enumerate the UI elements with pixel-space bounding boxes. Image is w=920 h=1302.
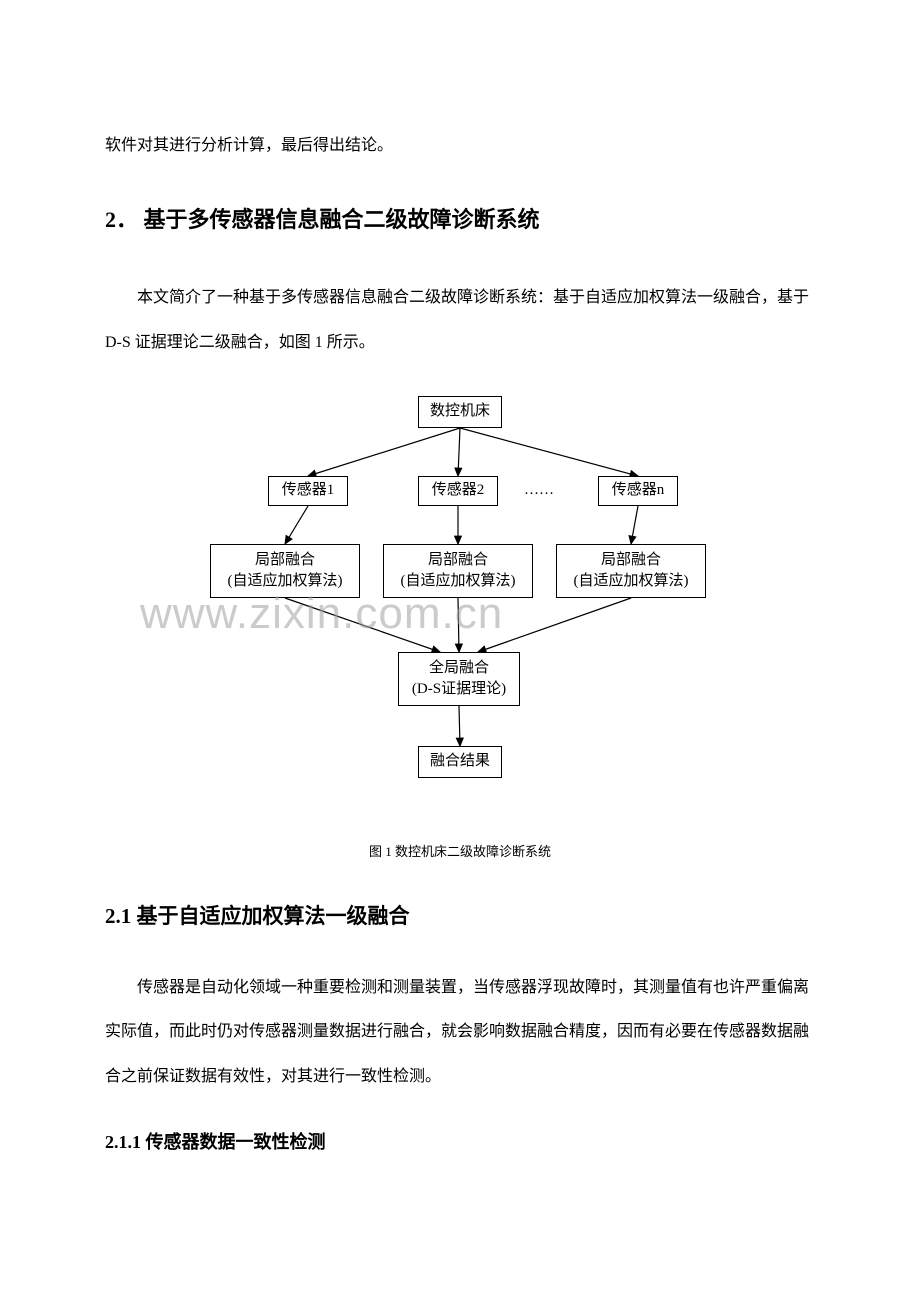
node-local-2-line1: 局部融合	[428, 550, 488, 571]
node-local-1-line2: (自适应加权算法)	[228, 571, 343, 592]
node-root: 数控机床	[418, 396, 502, 428]
ellipsis-icon: ……	[524, 482, 554, 499]
heading-section-2-1: 2.1 基于自适应加权算法一级融合	[105, 900, 815, 930]
node-sensor-1-label: 传感器1	[282, 480, 335, 501]
figure-caption: 图 1 数控机床二级故障诊断系统	[105, 841, 815, 860]
flowchart: 数控机床 传感器1 传感器2 …… 传感器n 局部融合 (自适应加权算法) 局部…	[200, 396, 720, 816]
node-result-label: 融合结果	[430, 751, 490, 772]
node-global: 全局融合 (D-S证据理论)	[398, 652, 520, 706]
node-local-2-line2: (自适应加权算法)	[401, 571, 516, 592]
node-local-3-line2: (自适应加权算法)	[574, 571, 689, 592]
para-intro: 本文简介了一种基于多传感器信息融合二级故障诊断系统：基于自适应加权算法一级融合，…	[105, 276, 815, 366]
node-global-line1: 全局融合	[429, 658, 489, 679]
node-local-3: 局部融合 (自适应加权算法)	[556, 544, 706, 598]
node-sensor-n: 传感器n	[598, 476, 678, 506]
para-2-1: 传感器是自动化领域一种重要检测和测量装置，当传感器浮现故障时，其测量值有也许严重…	[105, 966, 815, 1100]
node-sensor-2-label: 传感器2	[432, 480, 485, 501]
node-sensor-n-label: 传感器n	[612, 480, 665, 501]
diagram-figure: 数控机床 传感器1 传感器2 …… 传感器n 局部融合 (自适应加权算法) 局部…	[105, 396, 815, 816]
node-root-label: 数控机床	[430, 401, 490, 422]
node-local-3-line1: 局部融合	[601, 550, 661, 571]
node-local-1-line1: 局部融合	[255, 550, 315, 571]
node-sensor-1: 传感器1	[268, 476, 348, 506]
node-sensor-2: 传感器2	[418, 476, 498, 506]
node-local-2: 局部融合 (自适应加权算法)	[383, 544, 533, 598]
para-top: 软件对其进行分析计算，最后得出结论。	[105, 130, 815, 162]
heading-section-2: 2． 基于多传感器信息融合二级故障诊断系统	[105, 202, 815, 234]
heading-section-2-1-1: 2.1.1 传感器数据一致性检测	[105, 1128, 815, 1154]
node-global-line2: (D-S证据理论)	[412, 679, 506, 700]
node-result: 融合结果	[418, 746, 502, 778]
node-local-1: 局部融合 (自适应加权算法)	[210, 544, 360, 598]
